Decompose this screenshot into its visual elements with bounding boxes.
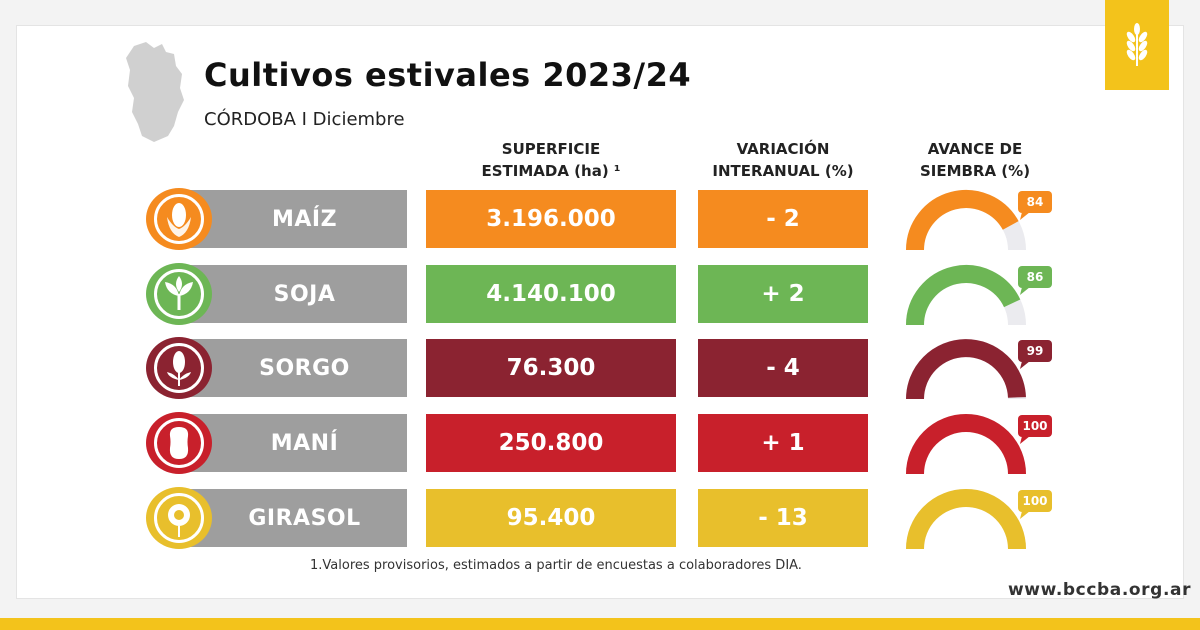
- chart-subtitle: CÓRDOBA I Diciembre: [204, 109, 405, 130]
- column-header-area: SUPERFICIE ESTIMADA (ha) ¹: [481, 140, 621, 180]
- gauge-fill: [906, 414, 1026, 475]
- peanut-icon: [146, 412, 212, 474]
- chart-title: Cultivos estivales 2023/24: [204, 56, 692, 94]
- progress-badge: 84: [1018, 191, 1052, 220]
- wheat-icon: [1126, 23, 1148, 66]
- variation-value: - 2: [698, 190, 868, 248]
- gauge-fill: [906, 265, 1021, 326]
- progress-gauge: 86: [906, 265, 1052, 326]
- table-row: SOJA 4.140.100 + 2 86: [0, 263, 1200, 326]
- variation-value: - 4: [698, 339, 868, 397]
- crop-label: MANÍ: [180, 414, 407, 472]
- bottom-accent-bar: [0, 618, 1200, 630]
- brand-logo: [1105, 0, 1169, 90]
- variation-value: + 2: [698, 265, 868, 323]
- crop-label: GIRASOL: [180, 489, 407, 547]
- progress-label: 86: [1027, 270, 1044, 284]
- progress-badge: 86: [1018, 266, 1052, 295]
- gauge-fill: [906, 190, 1019, 251]
- progress-badge: 100: [1018, 415, 1052, 444]
- crop-label: MAÍZ: [180, 190, 407, 248]
- cordoba-map-icon: [126, 42, 184, 142]
- area-value: 250.800: [426, 414, 676, 472]
- soy-plant-icon: [146, 263, 212, 325]
- progress-label: 84: [1027, 195, 1044, 209]
- area-value: 4.140.100: [426, 265, 676, 323]
- table-row: SORGO 76.300 - 4 99: [0, 337, 1200, 400]
- gauge-fill: [906, 489, 1026, 550]
- footnote: 1.Valores provisorios, estimados a parti…: [310, 558, 802, 573]
- progress-label: 99: [1027, 344, 1044, 358]
- progress-gauge: 84: [906, 190, 1052, 251]
- table-row: MAÍZ 3.196.000 - 2 84: [0, 188, 1200, 251]
- area-value: 76.300: [426, 339, 676, 397]
- progress-label: 100: [1022, 494, 1047, 508]
- website-link[interactable]: www.bccba.org.ar: [1008, 580, 1192, 600]
- variation-value: + 1: [698, 414, 868, 472]
- table-row: GIRASOL 95.400 - 13 100: [0, 487, 1200, 550]
- gauge-fill: [906, 339, 1026, 400]
- column-header-progress: AVANCE DE SIEMBRA (%): [919, 140, 1031, 180]
- area-value: 95.400: [426, 489, 676, 547]
- sunflower-icon: [146, 487, 212, 549]
- corn-icon: [146, 188, 212, 250]
- column-header-variation: VARIACIÓN INTERANUAL (%): [712, 140, 854, 180]
- progress-badge: 99: [1018, 340, 1052, 369]
- progress-badge: 100: [1018, 490, 1052, 519]
- area-value: 3.196.000: [426, 190, 676, 248]
- table-row: MANÍ 250.800 + 1 100: [0, 412, 1200, 475]
- progress-gauge: 100: [906, 489, 1052, 550]
- variation-value: - 13: [698, 489, 868, 547]
- sorghum-icon: [146, 337, 212, 399]
- progress-gauge: 99: [906, 339, 1052, 400]
- crop-label: SOJA: [180, 265, 407, 323]
- progress-label: 100: [1022, 419, 1047, 433]
- crop-label: SORGO: [180, 339, 407, 397]
- progress-gauge: 100: [906, 414, 1052, 475]
